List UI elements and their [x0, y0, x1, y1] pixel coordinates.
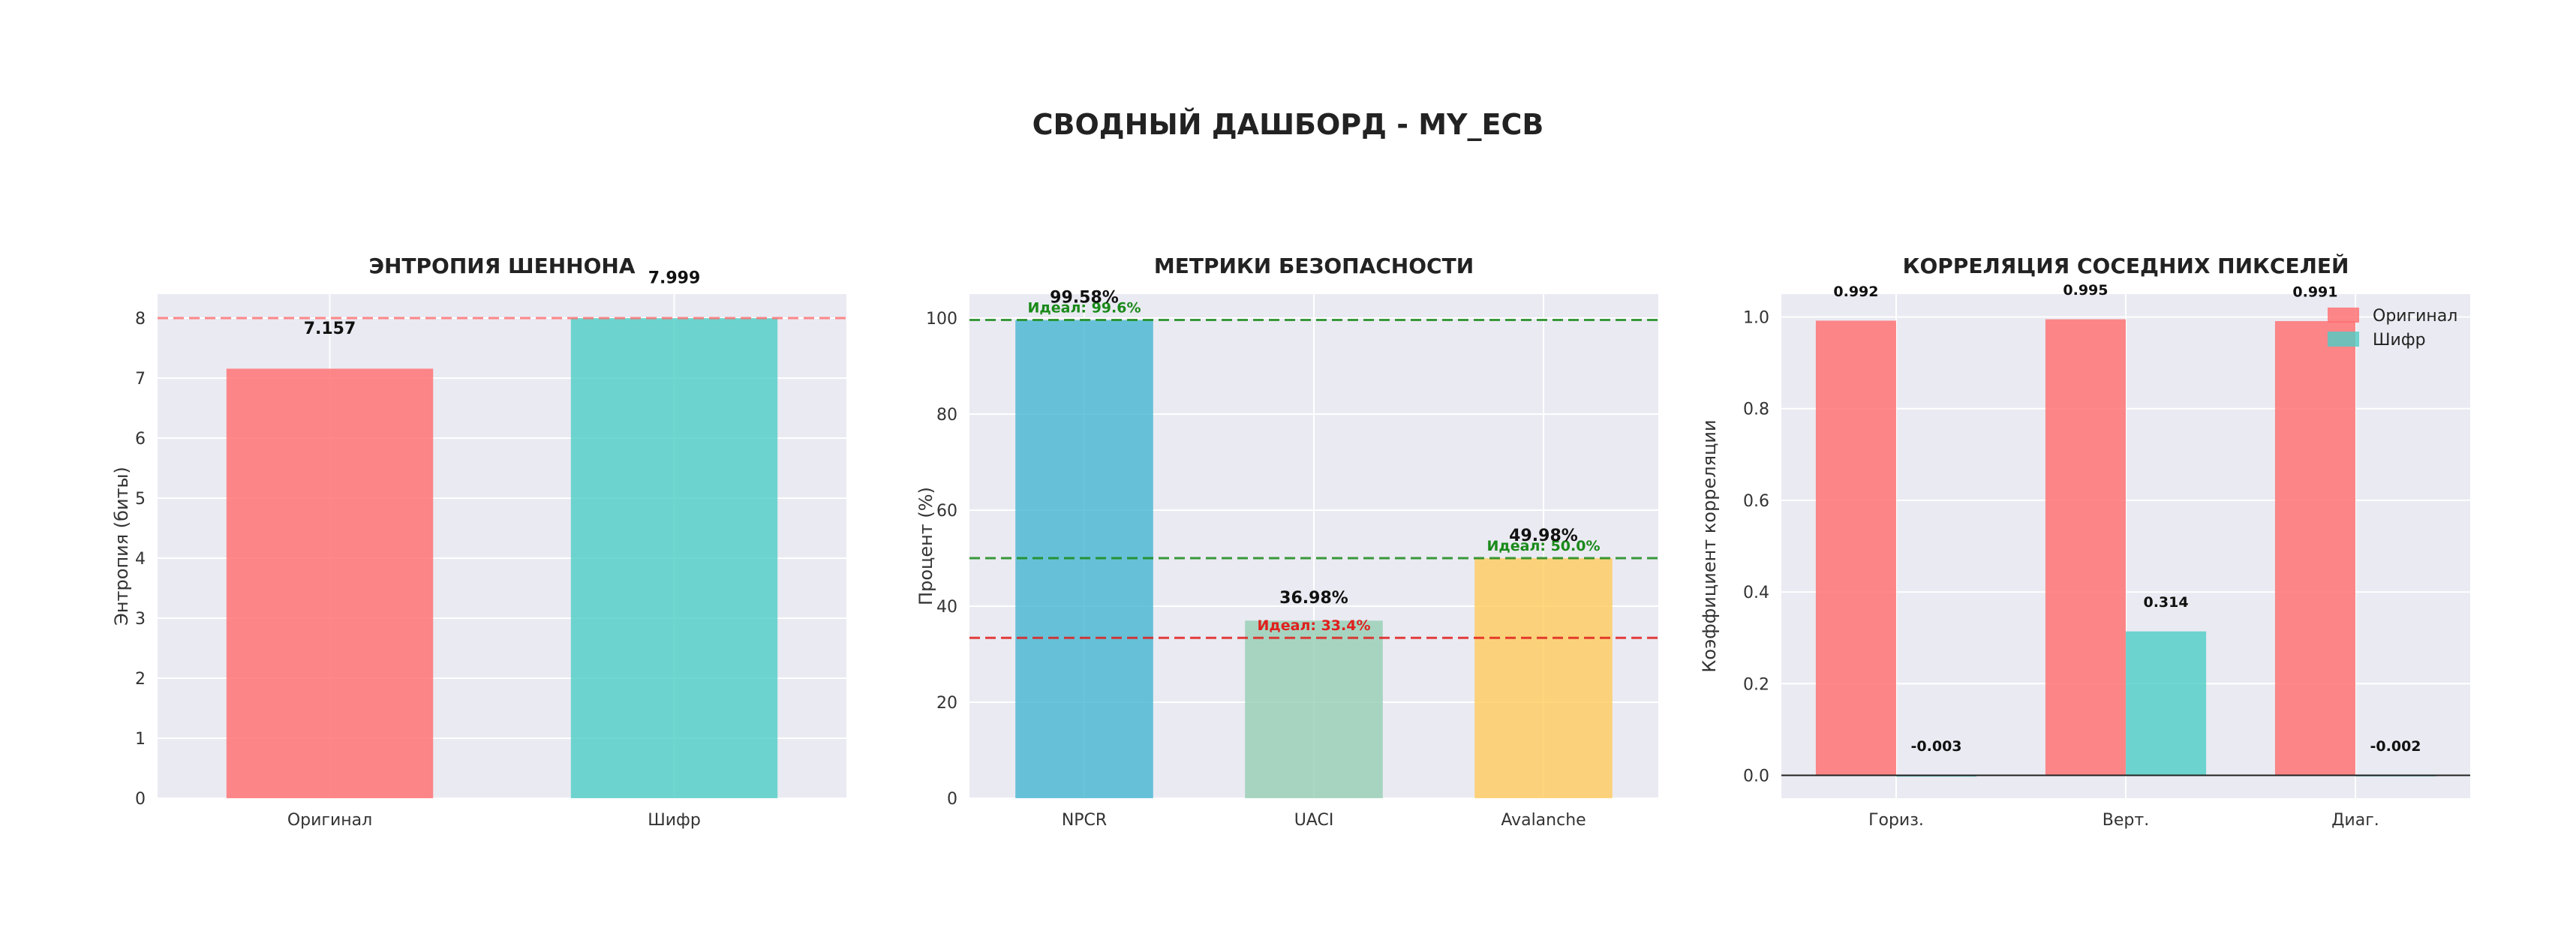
- dashboard-title: СВОДНЫЙ ДАШБОРД - MY_ECB: [1032, 108, 1544, 141]
- bar: [2274, 321, 2355, 776]
- security-metrics-chart: 0 20 40 60 80 100 МЕТРИКИ БЕЗОПАСНОСТИ Процент …: [915, 254, 1658, 830]
- bar: [226, 368, 434, 798]
- y-tick-label: 3: [135, 610, 146, 629]
- bar: [570, 318, 778, 799]
- legend-label: Оригинал: [2373, 307, 2457, 326]
- y-tick-label: 100: [926, 310, 957, 329]
- y-tick-label: 1: [135, 730, 146, 749]
- y-axis-label: Коэффициент корреляции: [1699, 419, 1720, 672]
- pixel-correlation-chart: 0.0 0.2 0.4 0.6 0.8 1.0 КОРРЕЛЯЦИЯ СОСЕДНИХ ПИ…: [1699, 253, 2470, 830]
- y-tick-label: 60: [936, 502, 957, 521]
- y-tick-label: 0.6: [1743, 492, 1769, 511]
- bar-value-label: 0.991: [2292, 284, 2337, 300]
- x-tick-label: NPCR: [1062, 811, 1107, 830]
- y-tick-label: 6: [135, 430, 146, 449]
- reference-line-label: Идеал: 33.4%: [1258, 617, 1371, 634]
- entropy-chart: 0 1 2 3 4 5 6 7 8 ЭНТРОПИЯ ШЕННОНА Энтропия (биты)…: [111, 254, 846, 830]
- bar: [1245, 620, 1383, 798]
- x-tick-label: Верт.: [2103, 811, 2149, 830]
- bar-value-label: -0.003: [1911, 738, 1962, 755]
- bar-value-label: 36.98%: [1279, 589, 1348, 608]
- legend-label: Шифр: [2373, 331, 2426, 350]
- y-tick-label: 5: [135, 490, 146, 509]
- bar-value-label: 7.157: [304, 320, 356, 338]
- y-tick-label: 40: [936, 598, 957, 617]
- y-tick-label: 0.0: [1743, 767, 1769, 785]
- x-tick-label: Шифр: [648, 811, 701, 830]
- bar: [2045, 319, 2126, 776]
- x-tick-label: Гориз.: [1868, 811, 1924, 830]
- y-axis-label: Процент (%): [915, 487, 936, 605]
- bar-value-label: 49.98%: [1509, 527, 1578, 545]
- y-tick-label: 0.8: [1743, 401, 1769, 419]
- y-tick-label: 20: [936, 694, 957, 713]
- bar-value-label: 0.995: [2063, 282, 2108, 299]
- bar: [1815, 320, 1896, 776]
- bar-value-label: 7.999: [648, 269, 701, 288]
- y-tick-label: 0.4: [1743, 584, 1769, 602]
- x-tick-label: UACI: [1294, 811, 1334, 830]
- y-axis-label: Энтропия (биты): [111, 467, 132, 626]
- bar-value-label: 0.314: [2143, 594, 2188, 611]
- y-tick-label: 7: [135, 370, 146, 389]
- bar-value-label: 99.58%: [1050, 288, 1119, 307]
- legend-swatch: [2328, 332, 2359, 347]
- bar-value-label: 0.992: [1833, 284, 1878, 300]
- bar: [1474, 558, 1613, 798]
- x-tick-label: Диаг.: [2331, 811, 2379, 830]
- y-tick-label: 8: [135, 310, 146, 329]
- bar: [2126, 631, 2207, 776]
- y-tick-label: 0: [947, 790, 957, 809]
- y-tick-label: 80: [936, 406, 957, 425]
- chart-title: КОРРЕЛЯЦИЯ СОСЕДНИХ ПИКСЕЛЕЙ: [1903, 253, 2349, 278]
- x-tick-label: Оригинал: [287, 811, 372, 830]
- chart-title: МЕТРИКИ БЕЗОПАСНОСТИ: [1154, 254, 1474, 278]
- bar-value-label: -0.002: [2370, 738, 2421, 755]
- y-tick-label: 0.2: [1743, 675, 1769, 694]
- x-tick-label: Avalanche: [1501, 811, 1586, 830]
- y-tick-label: 2: [135, 670, 146, 689]
- reference-line-label: Идеал: 99.6%: [1028, 300, 1141, 317]
- y-tick-label: 1.0: [1743, 309, 1769, 328]
- y-tick-label: 0: [135, 790, 146, 809]
- legend-swatch: [2328, 308, 2359, 323]
- reference-line-label: Идеал: 50.0%: [1487, 538, 1601, 554]
- chart-title: ЭНТРОПИЯ ШЕННОНА: [368, 254, 635, 278]
- y-tick-label: 4: [135, 550, 146, 569]
